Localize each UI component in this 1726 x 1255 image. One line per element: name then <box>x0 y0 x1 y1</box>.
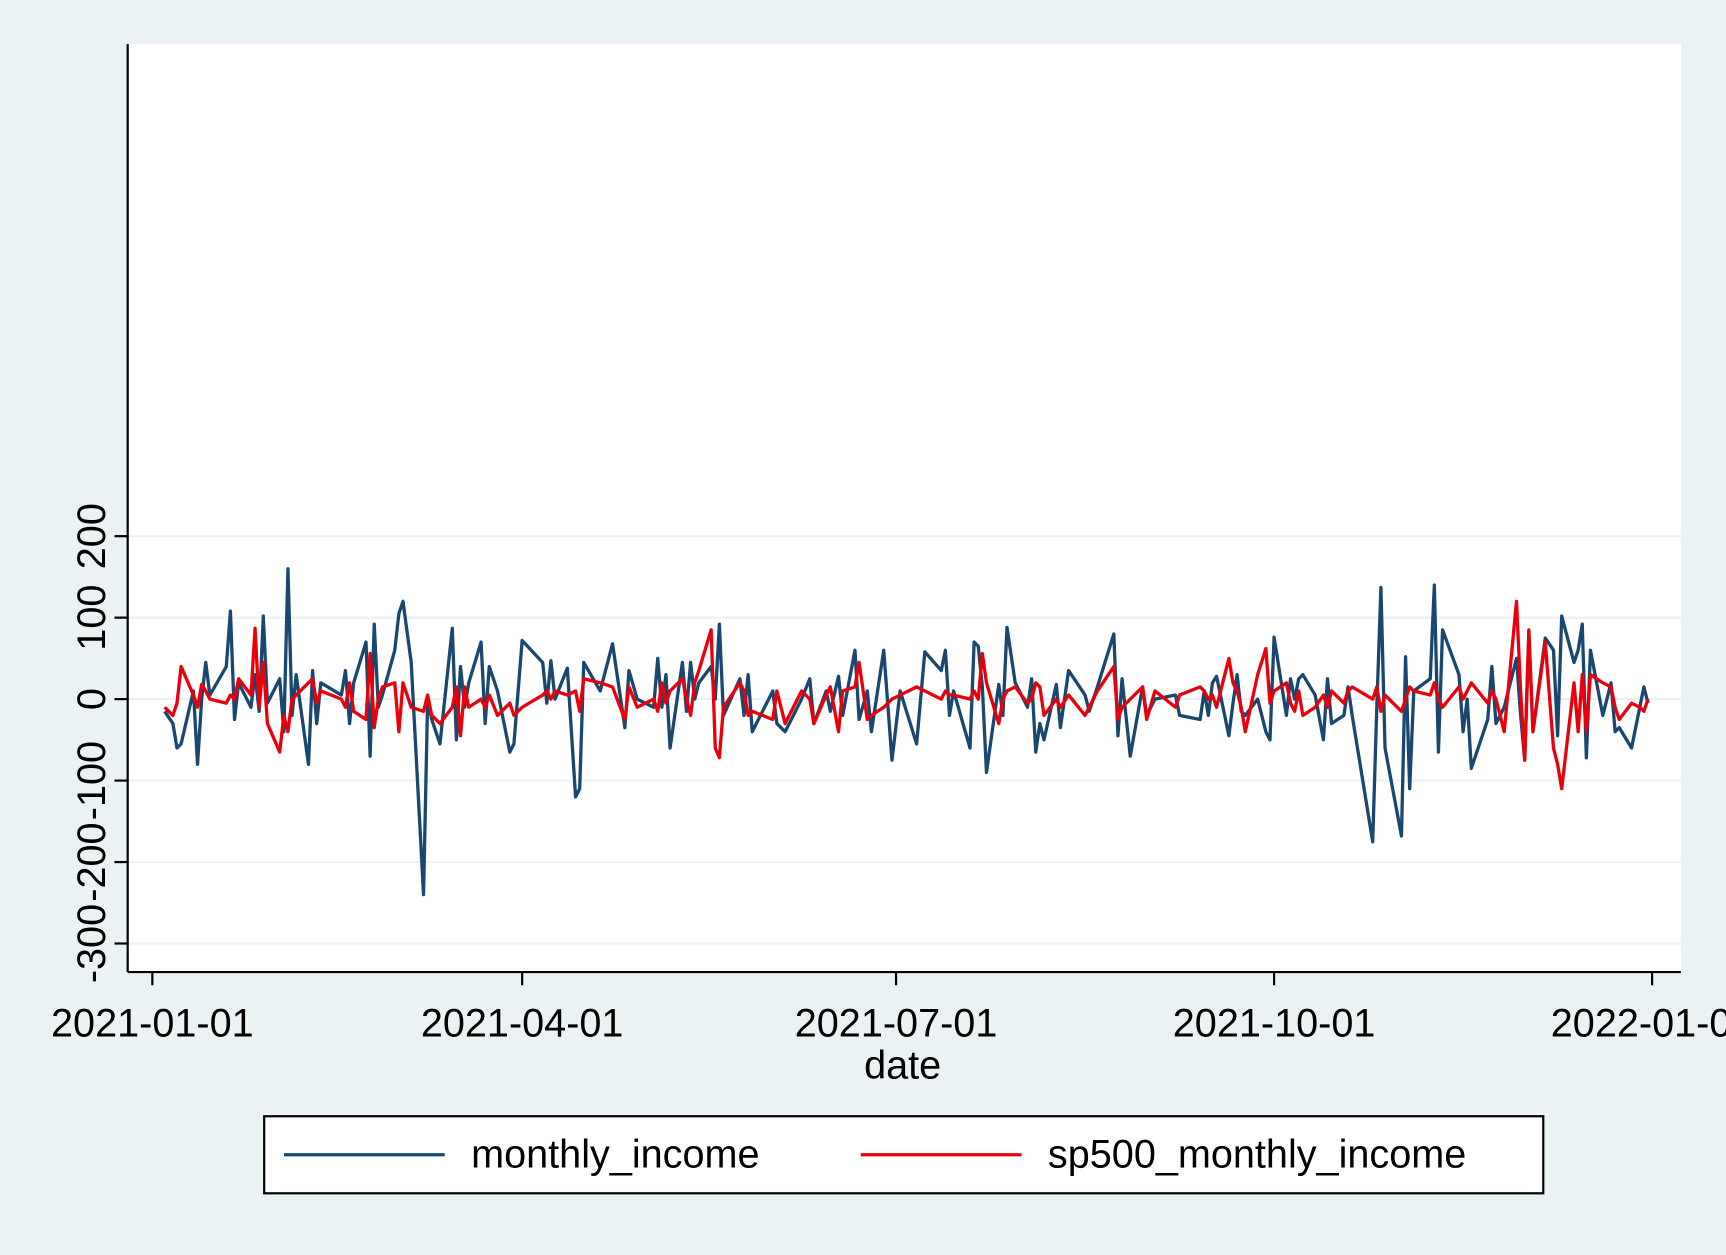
y-tick-label: 100 <box>70 585 114 651</box>
line-series <box>163 599 1650 791</box>
x-tick-label: 2021-04-01 <box>421 1001 624 1045</box>
plot-area <box>127 44 1681 973</box>
y-tick-label: -200 <box>70 822 114 901</box>
axes: -300-200-100 0 100 200 2021-01-01 2021-04-01 2… <box>51 503 1726 1045</box>
x-tick-label: 2021-10-01 <box>1173 1001 1376 1045</box>
y-tick-label: 200 <box>70 503 114 569</box>
y-tick-label: -100 <box>70 741 114 820</box>
y-tick-label: -300 <box>70 904 114 983</box>
y-tick-label: 0 <box>70 688 114 710</box>
line-series <box>163 567 1650 897</box>
legend-label: sp500_monthly_income <box>1048 1132 1466 1176</box>
lines <box>163 567 1650 897</box>
legend-entries: monthly_income sp500_monthly_income <box>283 1132 1466 1176</box>
x-tick-label: 2022-01-01 <box>1551 1001 1726 1045</box>
x-tick-label: 2021-07-01 <box>795 1001 998 1045</box>
legend-label: monthly_income <box>471 1132 759 1176</box>
x-tick-label: 2021-01-01 <box>51 1001 254 1045</box>
x-axis-title: date <box>864 1043 941 1087</box>
